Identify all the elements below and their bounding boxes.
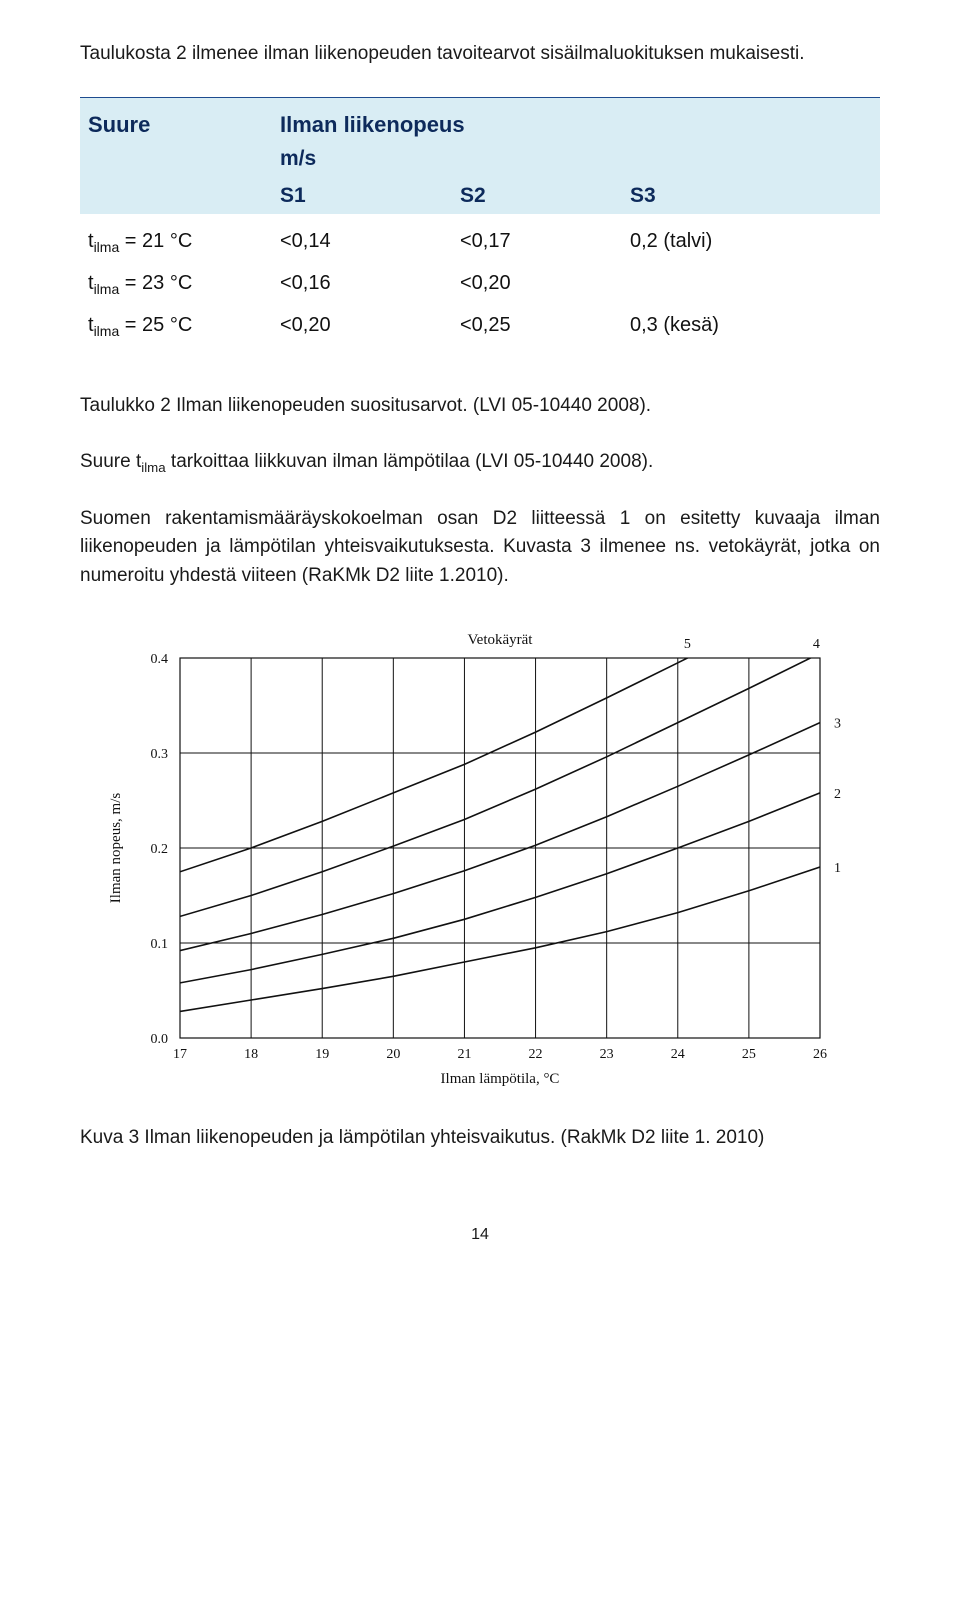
svg-text:26: 26 bbox=[813, 1047, 827, 1062]
svg-text:Ilman lämpötila, °C: Ilman lämpötila, °C bbox=[441, 1071, 560, 1087]
svg-text:2: 2 bbox=[834, 787, 841, 802]
table-row: tilma = 25 °C<0,20<0,250,3 (kesä) bbox=[80, 304, 880, 346]
table-header: Suure Ilman liikenopeus m/s S1 S2 S3 bbox=[80, 98, 880, 214]
p3-sub: ilma bbox=[141, 460, 165, 475]
svg-text:Ilman nopeus, m/s: Ilman nopeus, m/s bbox=[108, 793, 124, 904]
page-number: 14 bbox=[80, 1223, 880, 1247]
svg-text:5: 5 bbox=[684, 637, 691, 652]
s2-label: S2 bbox=[460, 184, 486, 207]
cell-s1: <0,14 bbox=[280, 226, 460, 256]
paragraph-4: Suomen rakentamismääräyskokoelman osan D… bbox=[80, 505, 880, 591]
cell-s3: 0,2 (talvi) bbox=[630, 226, 830, 256]
svg-text:22: 22 bbox=[529, 1047, 543, 1062]
svg-text:23: 23 bbox=[600, 1047, 614, 1062]
cell-s3: 0,3 (kesä) bbox=[630, 310, 830, 340]
svg-text:25: 25 bbox=[742, 1047, 756, 1062]
chart-vetokayrat: Vetokäyrät171819202122232425260.00.10.20… bbox=[80, 618, 880, 1088]
paragraph-3: Suure tilma tarkoittaa liikkuvan ilman l… bbox=[80, 448, 880, 477]
svg-text:0.4: 0.4 bbox=[151, 652, 169, 667]
cell-s1: <0,16 bbox=[280, 268, 460, 298]
svg-text:18: 18 bbox=[244, 1047, 258, 1062]
svg-text:3: 3 bbox=[834, 717, 841, 732]
svg-text:0.2: 0.2 bbox=[151, 842, 169, 857]
chart-svg: Vetokäyrät171819202122232425260.00.10.20… bbox=[80, 618, 880, 1088]
p3-b: tarkoittaa liikkuvan ilman lämpötilaa (L… bbox=[166, 451, 654, 472]
table-row: tilma = 23 °C<0,16<0,20 bbox=[80, 262, 880, 304]
svg-text:24: 24 bbox=[671, 1047, 685, 1062]
table-header-suure: Suure bbox=[80, 108, 280, 141]
svg-text:0.1: 0.1 bbox=[151, 937, 169, 952]
cell-s1: <0,20 bbox=[280, 310, 460, 340]
svg-text:Vetokäyrät: Vetokäyrät bbox=[468, 632, 534, 648]
figure-caption: Kuva 3 Ilman liikenopeuden ja lämpötilan… bbox=[80, 1124, 880, 1153]
cell-s2: <0,25 bbox=[460, 310, 630, 340]
s3-label: S3 bbox=[630, 184, 656, 207]
svg-text:20: 20 bbox=[386, 1047, 400, 1062]
svg-text:0.0: 0.0 bbox=[151, 1032, 169, 1047]
cell-s2: <0,20 bbox=[460, 268, 630, 298]
table-header-main: Ilman liikenopeus m/s bbox=[280, 108, 880, 175]
header-main-text: Ilman liikenopeus bbox=[280, 112, 465, 137]
p3-a: Suure t bbox=[80, 451, 141, 472]
svg-text:0.3: 0.3 bbox=[151, 747, 169, 762]
header-unit: m/s bbox=[280, 143, 880, 175]
row-label: tilma = 21 °C bbox=[80, 226, 280, 256]
row-label: tilma = 23 °C bbox=[80, 268, 280, 298]
s1-label: S1 bbox=[280, 184, 306, 207]
table-row: tilma = 21 °C<0,14<0,170,2 (talvi) bbox=[80, 220, 880, 262]
cell-s2: <0,17 bbox=[460, 226, 630, 256]
svg-text:21: 21 bbox=[457, 1047, 471, 1062]
row-label: tilma = 25 °C bbox=[80, 310, 280, 340]
svg-text:17: 17 bbox=[173, 1047, 187, 1062]
svg-text:1: 1 bbox=[834, 861, 841, 876]
paragraph-1: Taulukosta 2 ilmenee ilman liikenopeuden… bbox=[80, 40, 880, 69]
table-air-velocity: Suure Ilman liikenopeus m/s S1 S2 S3 til… bbox=[80, 97, 880, 352]
paragraph-2: Taulukko 2 Ilman liikenopeuden suositusa… bbox=[80, 392, 880, 421]
table-body: tilma = 21 °C<0,14<0,170,2 (talvi)tilma … bbox=[80, 214, 880, 352]
svg-text:4: 4 bbox=[813, 637, 820, 652]
svg-text:19: 19 bbox=[315, 1047, 329, 1062]
